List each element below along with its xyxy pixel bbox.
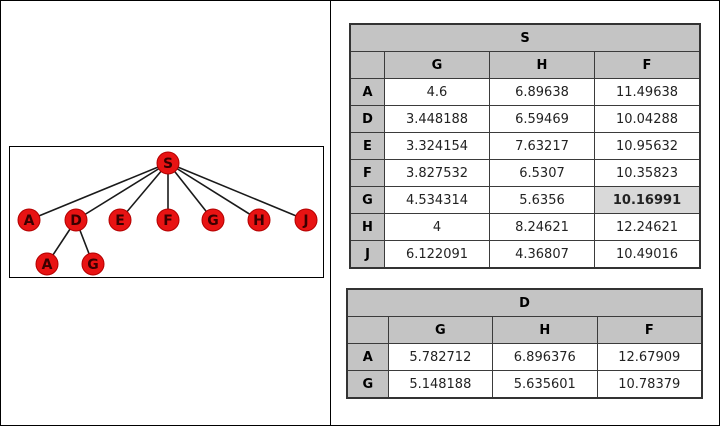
tree-node-g: G (201, 208, 225, 232)
row-label: G (349, 186, 385, 214)
cell-h: 5.635601 (492, 370, 598, 399)
search-tree: S A D E F G H J A G (17, 151, 318, 276)
table-row: F 3.827532 6.5307 10.35823 (349, 159, 701, 187)
cell-h: 5.6356 (489, 186, 595, 214)
row-label: D (349, 105, 385, 133)
cell-g: 3.827532 (384, 159, 490, 187)
svg-text:A: A (24, 213, 35, 229)
svg-text:A: A (42, 257, 53, 273)
svg-text:H: H (253, 213, 265, 229)
table-d-col-f: F (596, 316, 703, 344)
cell-g: 4.6 (384, 78, 490, 106)
edge-s-j (167, 162, 307, 221)
table-s-title: S (349, 23, 701, 52)
table-s-col-g: G (384, 51, 490, 79)
svg-text:D: D (70, 213, 82, 229)
cell-f: 12.24621 (594, 213, 701, 241)
table-row: H 4 8.24621 12.24621 (349, 213, 701, 241)
table-s-header-row: G H F (349, 51, 701, 79)
tree-node-s: S (156, 151, 180, 175)
row-label: J (349, 240, 385, 269)
tree-node-a: A (17, 208, 41, 232)
cell-h: 4.36807 (489, 240, 595, 269)
edge-s-h (167, 162, 260, 221)
table-row: G 4.534314 5.6356 10.16991 (349, 186, 701, 214)
edge-s-d (75, 162, 169, 221)
cell-h: 7.63217 (489, 132, 595, 160)
cell-g: 4 (384, 213, 490, 241)
table-row: E 3.324154 7.63217 10.95632 (349, 132, 701, 160)
svg-text:F: F (163, 213, 173, 229)
cell-f: 10.04288 (594, 105, 701, 133)
cell-g: 5.148188 (387, 370, 494, 399)
panel-divider (330, 0, 331, 426)
svg-text:S: S (163, 156, 173, 172)
table-d-col-g: G (387, 316, 494, 344)
cell-h: 6.89638 (489, 78, 595, 106)
edge-s-a (28, 162, 169, 221)
table-s-col-f: F (594, 51, 701, 79)
edge-s-g (167, 162, 214, 221)
cell-f: 12.67909 (596, 343, 703, 371)
table-s-col-h: H (489, 51, 595, 79)
table-row: J 6.122091 4.36807 10.49016 (349, 240, 701, 269)
cell-h: 8.24621 (489, 213, 595, 241)
table-d-col-h: H (492, 316, 598, 344)
cell-f: 10.35823 (594, 159, 701, 187)
svg-text:G: G (207, 213, 219, 229)
tree-node-h: H (247, 208, 271, 232)
highlighted-min-cell: 10.16991 (594, 186, 701, 214)
table-d-title-row: D (346, 288, 703, 317)
cell-g: 3.324154 (384, 132, 490, 160)
cell-g: 4.534314 (384, 186, 490, 214)
cell-f: 11.49638 (594, 78, 701, 106)
table-row: A 4.6 6.89638 11.49638 (349, 78, 701, 106)
table-row: A 5.782712 6.896376 12.67909 (346, 343, 703, 371)
row-label: G (346, 370, 389, 399)
tree-node-f: F (156, 208, 180, 232)
cell-h: 6.59469 (489, 105, 595, 133)
table-row: G 5.148188 5.635601 10.78379 (346, 370, 703, 399)
cell-g: 5.782712 (387, 343, 494, 371)
cell-h: 6.896376 (492, 343, 598, 371)
table-d: D G H F A 5.782712 6.896376 12.67909 G 5… (346, 288, 703, 399)
table-s-title-row: S (349, 23, 701, 52)
row-label: E (349, 132, 385, 160)
row-label: H (349, 213, 385, 241)
table-d-title: D (346, 288, 703, 317)
table-d-header-row: G H F (346, 316, 703, 344)
row-label: A (346, 343, 389, 371)
tree-node-d-g: G (81, 252, 105, 276)
table-s-corner (349, 51, 385, 79)
tree-node-d: D (64, 208, 88, 232)
tree-node-e: E (108, 208, 132, 232)
search-tree-panel: S A D E F G H J A G (9, 146, 324, 278)
svg-text:E: E (115, 213, 125, 229)
row-label: F (349, 159, 385, 187)
table-row: D 3.448188 6.59469 10.04288 (349, 105, 701, 133)
cell-f: 10.78379 (596, 370, 703, 399)
cell-g: 3.448188 (384, 105, 490, 133)
tree-node-d-a: A (35, 252, 59, 276)
edge-s-e (119, 162, 169, 221)
svg-text:J: J (302, 213, 308, 229)
table-d-corner (346, 316, 389, 344)
svg-text:G: G (87, 257, 99, 273)
cell-f: 10.49016 (594, 240, 701, 269)
cell-h: 6.5307 (489, 159, 595, 187)
cell-g: 6.122091 (384, 240, 490, 269)
tree-node-j: J (294, 208, 318, 232)
row-label: A (349, 78, 385, 106)
cell-f: 10.95632 (594, 132, 701, 160)
table-s: S G H F A 4.6 6.89638 11.49638 D 3.44818… (349, 23, 701, 269)
